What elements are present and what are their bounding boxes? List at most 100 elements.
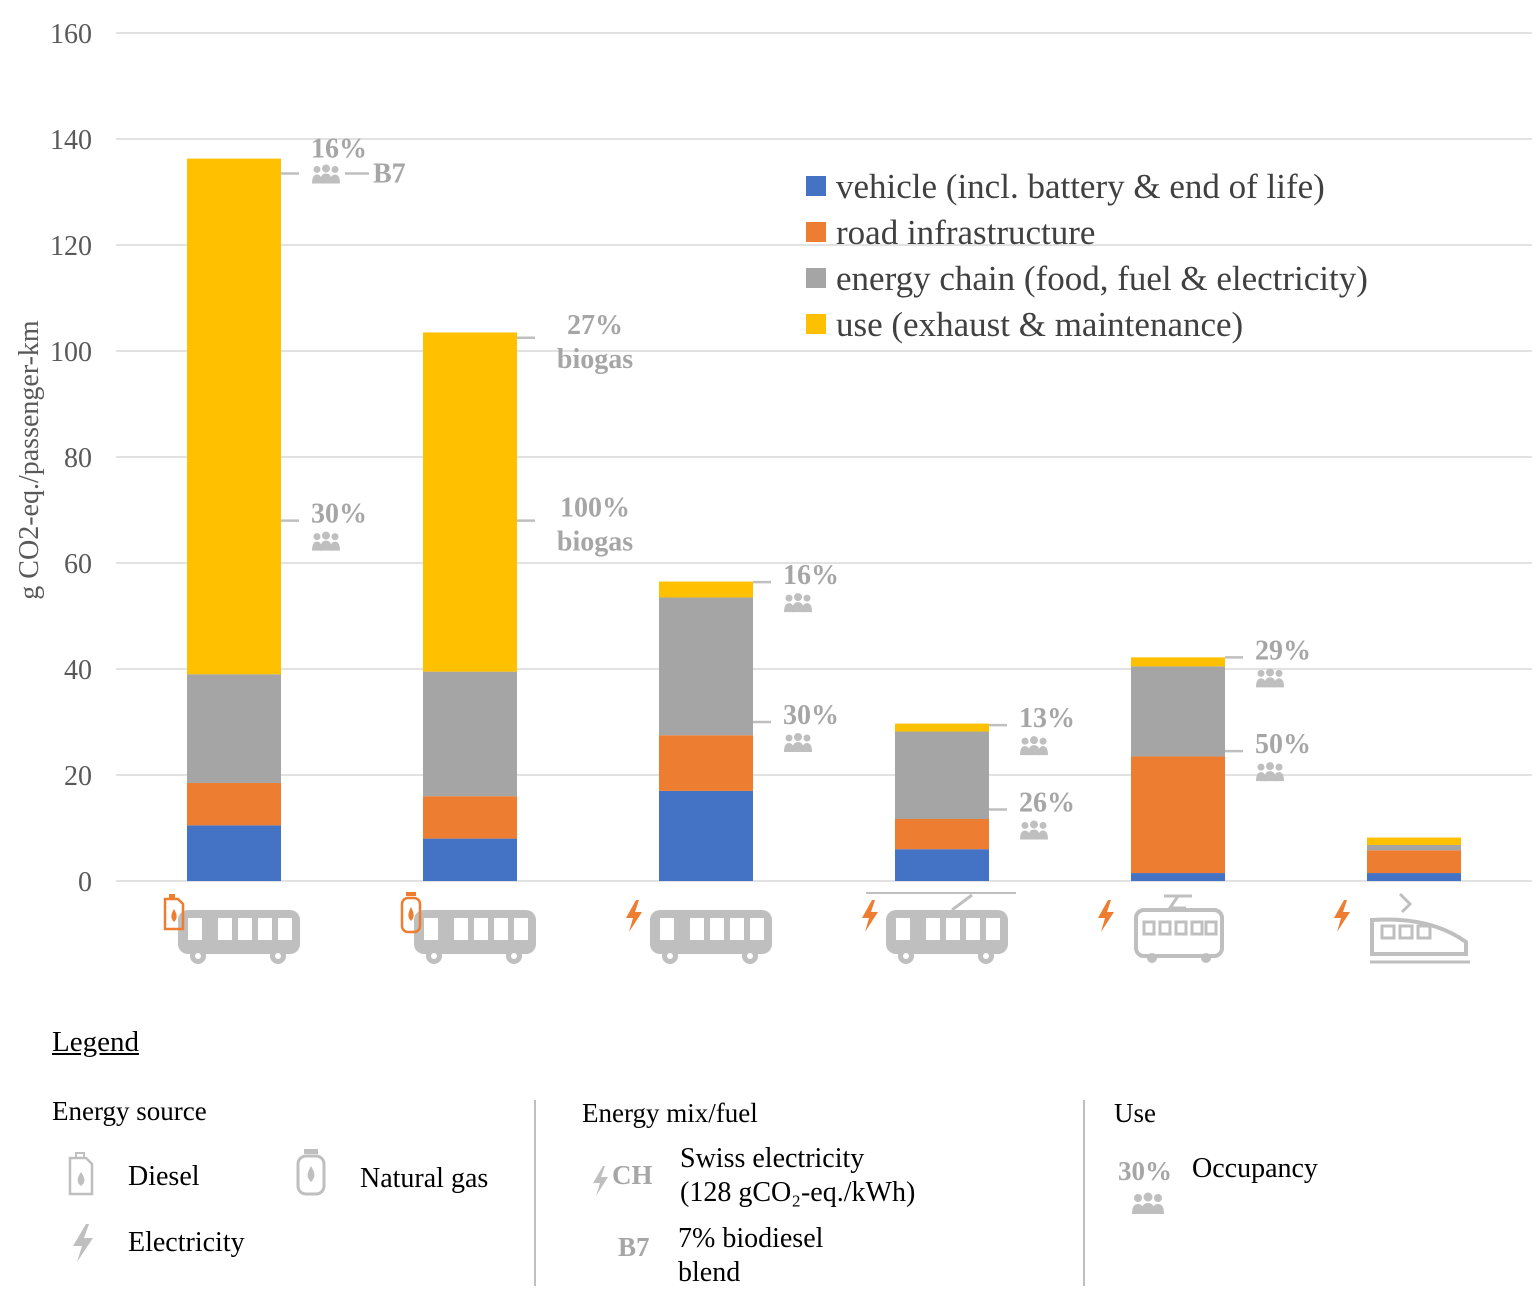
bus-icon	[178, 910, 300, 964]
legend-label: vehicle (incl. battery & end of life)	[836, 167, 1325, 206]
annotation-pct: 100%	[560, 493, 630, 524]
bar-segment-energy	[423, 671, 517, 797]
bar-segment-road	[895, 818, 989, 850]
bar-segment-vehicle	[659, 790, 753, 881]
legend-swatch	[806, 176, 826, 196]
electricity-icon	[73, 1224, 93, 1262]
bars	[187, 158, 1461, 881]
b7-line2: blend	[678, 1257, 741, 1288]
people-icon	[312, 164, 340, 184]
annotation-pct: 30%	[311, 499, 367, 530]
electricity-icon	[1098, 900, 1114, 932]
natural-gas-icon	[296, 1149, 326, 1196]
y-tick-label: 160	[50, 19, 92, 50]
bar-segment-vehicle	[895, 849, 989, 881]
annotation-pct: 29%	[1255, 635, 1311, 666]
legend-swatch	[806, 314, 826, 334]
bar-segment-use	[187, 158, 281, 675]
people-icon	[1020, 736, 1048, 756]
natural-gas-label: Natural gas	[360, 1163, 489, 1194]
swiss-electricity-line2: (128 gCO₂-eq./kWh)	[680, 1177, 916, 1208]
annotation-pct: 27%	[567, 310, 623, 341]
y-axis-label: g CO2-eq./passenger-km	[14, 320, 45, 600]
bar-segment-road	[1367, 850, 1461, 874]
legend-label: road infrastructure	[836, 213, 1095, 252]
annotation-note: biogas	[557, 344, 633, 375]
legend-title: Legend	[52, 1026, 139, 1058]
ch-tag: CH	[612, 1160, 653, 1190]
people-icon	[784, 733, 812, 752]
electricity-icon	[593, 1166, 608, 1196]
divider	[1083, 1100, 1085, 1286]
divider	[534, 1100, 536, 1286]
bar-segment-vehicle	[1131, 873, 1225, 881]
y-tick-label: 40	[64, 655, 92, 686]
legend-swatch	[806, 222, 826, 242]
y-tick-label: 80	[64, 443, 92, 474]
annotation-extra: B7	[373, 158, 406, 189]
bar-segment-vehicle	[423, 838, 517, 881]
people-icon	[1256, 668, 1284, 688]
diesel-icon	[163, 894, 185, 931]
bar-segment-use	[659, 581, 753, 598]
natural-gas-icon	[400, 892, 422, 934]
bus-icon	[650, 910, 772, 964]
chart-area: 0 20 40 60 80 100 120 140 160 g CO2-eq./passenge…	[14, 19, 1532, 964]
bar-segment-road	[423, 796, 517, 839]
y-tick-label: 100	[50, 337, 92, 368]
b7-line1: 7% biodiesel	[678, 1223, 824, 1254]
y-tick-label: 60	[64, 549, 92, 580]
y-tick-label: 20	[64, 761, 92, 792]
bar-segment-energy	[187, 674, 281, 783]
bar-segment-energy	[1131, 666, 1225, 757]
legend-label: use (exhaust & maintenance)	[836, 305, 1243, 344]
bar-segment-vehicle	[1367, 873, 1461, 881]
people-icon	[784, 593, 812, 613]
bar-segment-use	[1367, 837, 1461, 845]
bar-segment-vehicle	[187, 825, 281, 881]
legend-swatch	[806, 268, 826, 288]
people-icon	[1020, 820, 1048, 840]
category-icons	[163, 892, 1470, 964]
diesel-label: Diesel	[128, 1161, 200, 1192]
bar-segment-use	[895, 723, 989, 732]
y-tick-label: 0	[78, 867, 92, 898]
legend-label: energy chain (food, fuel & electricity)	[836, 259, 1368, 298]
bar-segment-use	[1131, 657, 1225, 667]
diesel-icon	[68, 1152, 94, 1196]
trolleybus-icon	[886, 910, 1008, 964]
bar-segment-road	[659, 735, 753, 791]
people-icon	[1132, 1192, 1164, 1214]
train-icon	[1370, 892, 1470, 964]
bar-segment-road	[187, 782, 281, 826]
annotation-note: biogas	[557, 527, 633, 558]
annotation-pct: 26%	[1019, 787, 1075, 818]
occupancy-pct: 30%	[1118, 1156, 1172, 1186]
energy-source-heading: Energy source	[52, 1096, 207, 1126]
electricity-icon	[862, 900, 878, 932]
annotation-pct: 16%	[783, 560, 839, 591]
chart-legend: vehicle (incl. battery & end of life) roa…	[806, 167, 1368, 344]
annotation-pct: 13%	[1019, 703, 1075, 734]
use-heading: Use	[1114, 1098, 1156, 1128]
bus-icon	[414, 910, 536, 964]
tram-icon	[1134, 894, 1224, 963]
people-icon	[1256, 762, 1284, 782]
bar-segment-road	[1131, 756, 1225, 874]
annotation-pct: 30%	[783, 700, 839, 731]
people-icon	[312, 531, 340, 551]
annotation-pct: 16%	[311, 133, 367, 164]
electricity-icon	[1334, 900, 1350, 932]
electricity-label: Electricity	[128, 1227, 245, 1258]
y-axis-ticks: 0 20 40 60 80 100 120 140 160	[50, 19, 92, 898]
occupancy-label: Occupancy	[1192, 1153, 1318, 1184]
bar-segment-energy	[895, 731, 989, 819]
annotation-pct: 50%	[1255, 729, 1311, 760]
bar-segment-use	[423, 332, 517, 672]
y-tick-label: 120	[50, 231, 92, 262]
gridlines	[116, 32, 1532, 882]
b7-tag: B7	[618, 1232, 650, 1262]
bar-segment-energy	[659, 597, 753, 736]
energy-mix-heading: Energy mix/fuel	[582, 1098, 758, 1128]
swiss-electricity-line1: Swiss electricity	[680, 1143, 865, 1174]
